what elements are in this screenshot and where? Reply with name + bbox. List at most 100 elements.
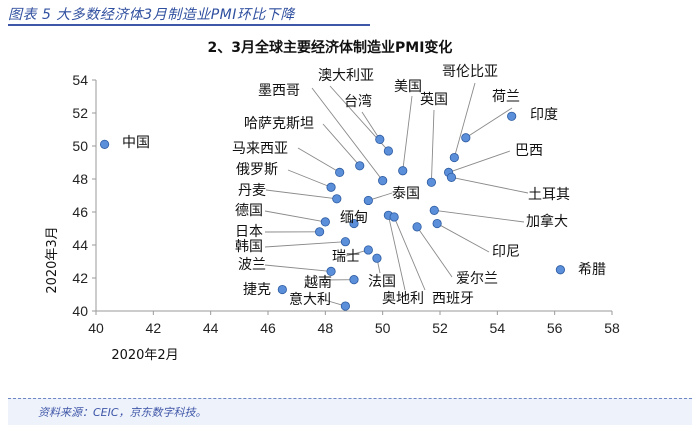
axes: 40 42 44 46 48 50 52 54 56 58 40 42 44 46 48 50 52 54 <box>72 72 620 336</box>
figure-footer: 资料来源：CEIC，京东数字科技。 <box>8 398 692 425</box>
point-label: 澳大利亚 <box>318 68 374 84</box>
point-label: 马来西亚 <box>232 141 288 157</box>
leader-line <box>264 210 326 223</box>
data-point <box>100 139 110 149</box>
point-label: 美国 <box>394 79 422 95</box>
x-tick-label: 58 <box>604 320 620 336</box>
data-point <box>412 222 422 232</box>
data-point <box>429 205 439 215</box>
scatter-chart: 2、3月全球主要经济体制造业PMI变化 40 42 44 46 48 50 52 54 56 58… <box>45 39 620 363</box>
x-tick-label: 52 <box>432 320 448 336</box>
data-point <box>398 166 408 176</box>
y-tick-label: 46 <box>72 204 88 220</box>
leader-line <box>322 123 361 167</box>
point-label: 丹麦 <box>238 183 266 199</box>
data-point <box>383 146 393 156</box>
leader-line <box>416 226 453 278</box>
data-point <box>349 218 359 229</box>
data-point <box>335 167 345 177</box>
y-tick-label: 40 <box>72 303 88 319</box>
figure-caption: 图表 5 大多数经济体3月制造业PMI环比下降 <box>8 7 295 23</box>
point-label: 俄罗斯 <box>236 162 278 178</box>
point-label: 巴西 <box>515 143 543 159</box>
leader-line <box>436 223 490 253</box>
data-point <box>326 182 336 192</box>
leader-line <box>264 264 332 272</box>
point-label: 希腊 <box>578 262 606 278</box>
point-label: 韩国 <box>235 239 263 255</box>
leader-line <box>265 189 337 200</box>
point-label: 台湾 <box>344 93 372 110</box>
leader-lines <box>264 82 529 307</box>
leader-line <box>448 150 511 173</box>
data-point <box>432 218 442 229</box>
leader-line <box>402 95 413 171</box>
point-label: 哈萨克斯坦 <box>244 116 314 132</box>
x-tick-label: 40 <box>88 320 104 336</box>
data-point <box>426 177 436 187</box>
point-label: 泰国 <box>392 186 420 202</box>
x-tick-label: 46 <box>260 320 276 336</box>
point-label: 英国 <box>420 91 448 108</box>
point-label: 西班牙 <box>432 291 474 307</box>
data-point <box>277 284 287 295</box>
x-tick-label: 44 <box>203 320 219 336</box>
x-tick-label: 48 <box>318 320 334 336</box>
leader-line <box>451 176 529 194</box>
leader-line <box>453 82 476 158</box>
data-point <box>320 217 330 227</box>
data-point <box>507 111 517 121</box>
point-label: 中国 <box>122 135 150 151</box>
data-points <box>100 111 566 311</box>
data-point <box>326 266 336 276</box>
x-axis-label: 2020年2月 <box>111 348 178 363</box>
y-axis-label: 2020年3月 <box>45 226 60 293</box>
leader-line <box>264 241 346 248</box>
leader-line <box>311 87 384 181</box>
point-label: 法国 <box>368 274 396 290</box>
point-label: 土耳其 <box>528 187 570 203</box>
data-point <box>461 133 471 143</box>
data-point <box>340 301 350 311</box>
leader-line <box>297 147 340 173</box>
y-tick-label: 54 <box>72 72 88 88</box>
point-label: 日本 <box>235 224 263 240</box>
point-label: 哥伦比亚 <box>442 64 498 80</box>
data-point <box>363 195 373 206</box>
data-point <box>332 194 342 204</box>
point-label: 奥地利 <box>382 290 424 307</box>
data-point <box>314 227 325 237</box>
data-point <box>363 245 373 255</box>
x-tick-label: 54 <box>490 320 506 336</box>
point-label: 越南 <box>304 275 332 291</box>
data-point <box>446 172 457 182</box>
y-tick-label: 48 <box>72 171 88 187</box>
leader-line <box>317 297 346 307</box>
data-point <box>375 134 385 145</box>
leader-line <box>434 209 525 223</box>
point-label: 缅甸 <box>340 210 368 226</box>
figure-header: 图表 5 大多数经济体3月制造业PMI环比下降 <box>8 2 370 26</box>
y-tick-label: 42 <box>72 270 88 286</box>
data-point <box>372 253 382 263</box>
point-label: 印度 <box>530 107 558 123</box>
leader-line <box>465 107 513 139</box>
point-label: 瑞士 <box>332 249 360 265</box>
data-point <box>555 265 566 275</box>
x-tick-label: 56 <box>547 320 563 336</box>
chart-title: 2、3月全球主要经济体制造业PMI变化 <box>208 39 453 56</box>
point-label: 加拿大 <box>526 213 568 230</box>
x-tick-label: 42 <box>146 320 162 336</box>
y-tick-label: 52 <box>72 105 88 121</box>
data-point <box>389 212 399 222</box>
data-point <box>340 237 350 247</box>
data-point <box>449 152 459 163</box>
source-note: 资料来源：CEIC，京东数字科技。 <box>38 406 207 419</box>
point-label: 墨西哥 <box>258 83 300 99</box>
leader-line <box>393 216 426 291</box>
point-label: 捷克 <box>243 282 271 298</box>
data-point <box>355 161 365 171</box>
point-label: 印尼 <box>492 244 520 260</box>
leader-line <box>387 215 406 291</box>
